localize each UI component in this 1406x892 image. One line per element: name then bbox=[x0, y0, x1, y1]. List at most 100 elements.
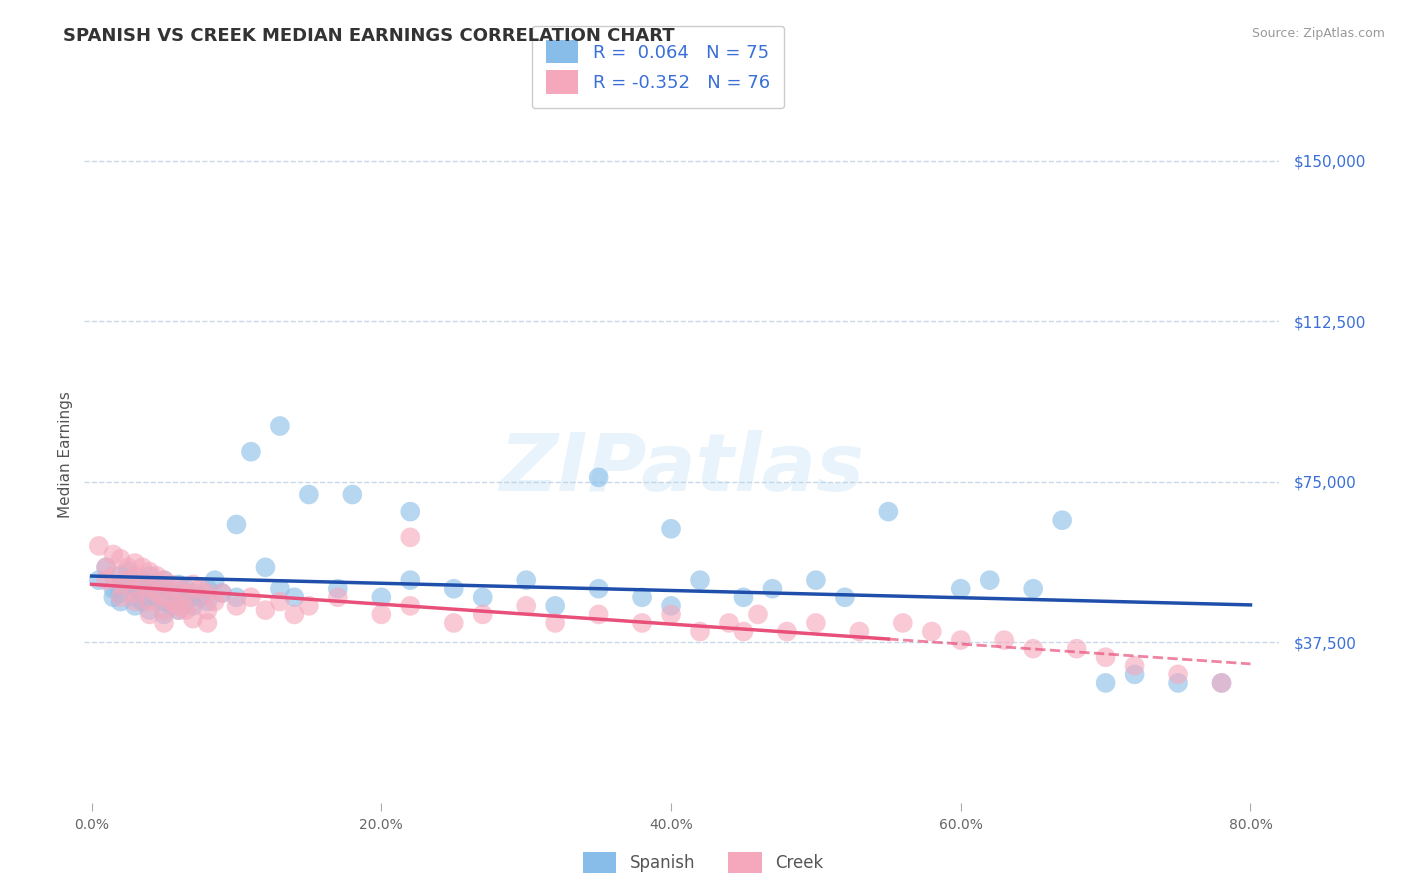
Point bbox=[181, 594, 204, 608]
Point bbox=[153, 615, 176, 630]
Point bbox=[1022, 641, 1045, 656]
Point bbox=[1022, 582, 1045, 596]
Point bbox=[94, 573, 117, 587]
Point bbox=[138, 607, 160, 622]
Point bbox=[167, 582, 190, 596]
Point bbox=[131, 577, 153, 591]
Point bbox=[181, 612, 204, 626]
Point bbox=[471, 607, 494, 622]
Point bbox=[659, 607, 682, 622]
Point bbox=[370, 607, 392, 622]
Point bbox=[174, 603, 197, 617]
Point bbox=[146, 586, 169, 600]
Point bbox=[103, 569, 125, 583]
Point bbox=[138, 582, 160, 596]
Point bbox=[848, 624, 870, 639]
Point bbox=[921, 624, 943, 639]
Point bbox=[1211, 676, 1233, 690]
Point bbox=[269, 582, 291, 596]
Point bbox=[717, 615, 740, 630]
Point bbox=[588, 582, 610, 596]
Point bbox=[993, 633, 1015, 648]
Point bbox=[153, 582, 176, 596]
Point bbox=[103, 582, 125, 596]
Point bbox=[160, 599, 183, 613]
Text: ZIPatlas: ZIPatlas bbox=[499, 430, 865, 508]
Text: Source: ZipAtlas.com: Source: ZipAtlas.com bbox=[1251, 27, 1385, 40]
Point bbox=[326, 591, 349, 605]
Point bbox=[631, 591, 654, 605]
Point bbox=[146, 591, 169, 605]
Point bbox=[124, 594, 146, 608]
Point bbox=[124, 586, 146, 600]
Point bbox=[110, 586, 132, 600]
Point bbox=[153, 591, 176, 605]
Point bbox=[443, 615, 465, 630]
Point bbox=[160, 594, 183, 608]
Point bbox=[1167, 676, 1189, 690]
Point bbox=[167, 603, 190, 617]
Point bbox=[124, 599, 146, 613]
Point bbox=[1066, 641, 1088, 656]
Point bbox=[204, 594, 226, 608]
Point bbox=[225, 599, 247, 613]
Point bbox=[399, 530, 422, 544]
Point bbox=[94, 560, 117, 574]
Point bbox=[1050, 513, 1073, 527]
Point bbox=[103, 591, 125, 605]
Point bbox=[891, 615, 914, 630]
Point bbox=[515, 599, 537, 613]
Point bbox=[761, 582, 783, 596]
Point bbox=[146, 569, 169, 583]
Point bbox=[776, 624, 799, 639]
Point bbox=[659, 522, 682, 536]
Point bbox=[124, 569, 146, 583]
Point bbox=[443, 582, 465, 596]
Point bbox=[197, 603, 219, 617]
Point bbox=[138, 591, 160, 605]
Point bbox=[283, 591, 305, 605]
Legend: Spanish, Creek: Spanish, Creek bbox=[576, 846, 830, 880]
Point bbox=[1123, 658, 1146, 673]
Point bbox=[342, 487, 364, 501]
Point bbox=[225, 591, 247, 605]
Point bbox=[153, 594, 176, 608]
Y-axis label: Median Earnings: Median Earnings bbox=[58, 392, 73, 518]
Point bbox=[1094, 676, 1116, 690]
Point bbox=[167, 599, 190, 613]
Point bbox=[254, 603, 277, 617]
Point bbox=[197, 615, 219, 630]
Point bbox=[1167, 667, 1189, 681]
Point bbox=[138, 565, 160, 579]
Point bbox=[94, 560, 117, 574]
Point bbox=[131, 573, 153, 587]
Point bbox=[211, 586, 233, 600]
Point bbox=[544, 599, 567, 613]
Point bbox=[211, 586, 233, 600]
Point bbox=[204, 573, 226, 587]
Point bbox=[138, 569, 160, 583]
Point bbox=[117, 573, 139, 587]
Point bbox=[87, 573, 110, 587]
Point bbox=[146, 577, 169, 591]
Text: SPANISH VS CREEK MEDIAN EARNINGS CORRELATION CHART: SPANISH VS CREEK MEDIAN EARNINGS CORRELA… bbox=[63, 27, 675, 45]
Point bbox=[138, 594, 160, 608]
Point bbox=[197, 582, 219, 596]
Point bbox=[110, 569, 132, 583]
Point bbox=[174, 582, 197, 596]
Point bbox=[87, 539, 110, 553]
Point bbox=[877, 505, 900, 519]
Point bbox=[167, 591, 190, 605]
Point bbox=[103, 548, 125, 562]
Point bbox=[471, 591, 494, 605]
Point bbox=[239, 444, 262, 458]
Point bbox=[298, 599, 321, 613]
Point bbox=[188, 582, 211, 596]
Point bbox=[588, 470, 610, 484]
Point bbox=[949, 582, 972, 596]
Point bbox=[1211, 676, 1233, 690]
Point bbox=[131, 586, 153, 600]
Point bbox=[269, 594, 291, 608]
Point bbox=[544, 615, 567, 630]
Point bbox=[949, 633, 972, 648]
